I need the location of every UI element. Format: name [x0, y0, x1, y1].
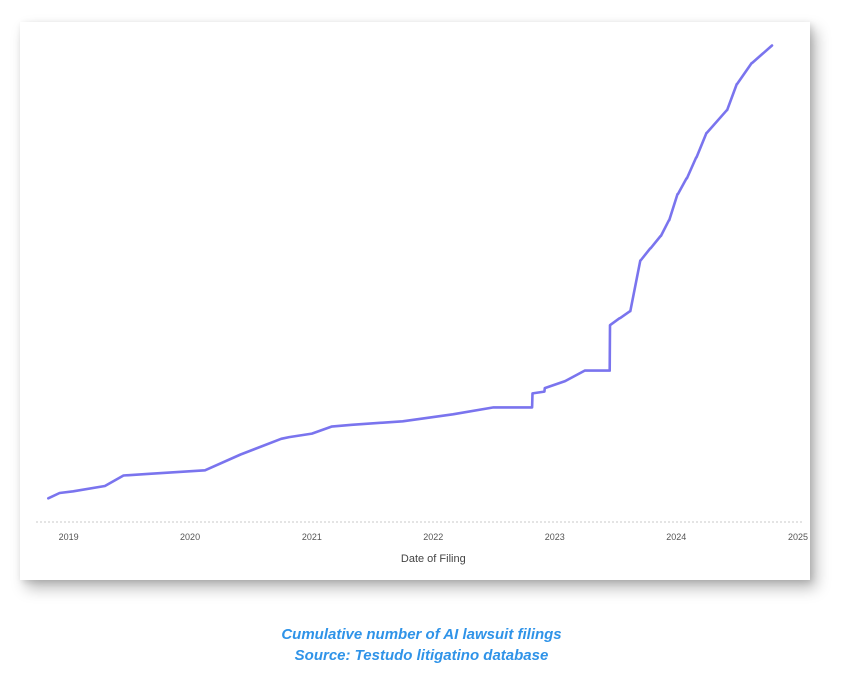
- x-tick-label: 2020: [180, 532, 200, 542]
- x-tick-label: 2021: [302, 532, 322, 542]
- x-tick-label: 2025: [788, 532, 808, 542]
- x-tick-label: 2023: [545, 532, 565, 542]
- chart-card: 2019 2020 2021 2022 2023 2024 2025 Date of Fili…: [20, 22, 810, 580]
- x-tick-label: 2019: [59, 532, 79, 542]
- line-chart: 2019 2020 2021 2022 2023 2024 2025 Date of Fili…: [36, 44, 808, 565]
- caption-source: Source: Testudo litigatino database: [294, 647, 549, 664]
- x-axis-title: Date of Filing: [401, 553, 466, 565]
- x-tick-label: 2024: [666, 532, 686, 542]
- x-tick-label: 2022: [423, 532, 443, 542]
- caption-title: Cumulative number of AI lawsuit filings: [281, 626, 562, 643]
- series-line: [46, 44, 774, 500]
